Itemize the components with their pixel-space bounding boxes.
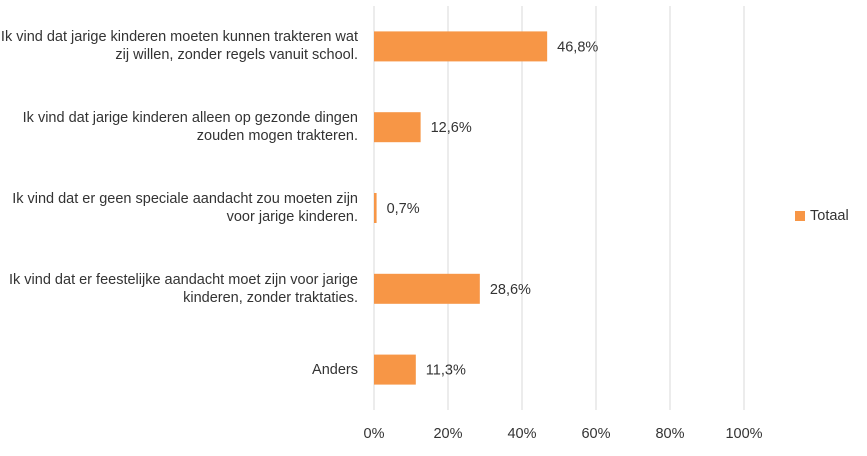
data-label: 28,6% (490, 282, 531, 298)
category-label: Anders (312, 361, 358, 378)
data-label: 12,6% (431, 120, 472, 136)
x-tick-label: 60% (581, 426, 610, 442)
bar (374, 31, 548, 62)
bar (374, 112, 421, 143)
category-label: Ik vind dat er geen speciale aandacht zo… (12, 191, 358, 225)
data-label: 46,8% (557, 39, 598, 55)
data-labels: 46,8% 12,6% 0,7% 28,6% 11,3% (387, 39, 599, 378)
bar (374, 273, 480, 304)
legend-swatch (795, 211, 805, 221)
legend: Totaal (795, 208, 849, 224)
x-tick-label: 80% (655, 426, 684, 442)
data-label: 11,3% (426, 363, 466, 379)
x-tick-label: 0% (364, 426, 385, 442)
bar (374, 193, 377, 223)
bar (374, 354, 416, 385)
category-label: Ik vind dat jarige kinderen moeten kunne… (0, 29, 358, 64)
x-tick-label: 40% (507, 426, 536, 442)
legend-label: Totaal (810, 208, 849, 224)
category-label: Ik vind dat jarige kinderen alleen op ge… (22, 110, 358, 145)
category-label: Ik vind dat er feestelijke aandacht moet… (9, 271, 358, 306)
x-axis-tick-labels: 0% 20% 40% 60% 80% 100% (364, 426, 763, 442)
data-label: 0,7% (387, 201, 420, 217)
gridlines (373, 6, 745, 410)
x-tick-label: 20% (433, 426, 462, 442)
bars (374, 31, 548, 385)
x-tick-label: 100% (725, 426, 762, 442)
